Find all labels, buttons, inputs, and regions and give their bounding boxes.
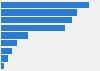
Bar: [1, 55, 8, 62]
Bar: [1, 2, 89, 8]
Bar: [1, 17, 72, 23]
Bar: [1, 9, 77, 16]
Bar: [1, 32, 28, 39]
Bar: [1, 63, 4, 69]
Bar: [1, 40, 17, 46]
Bar: [1, 48, 12, 54]
Bar: [1, 25, 65, 31]
